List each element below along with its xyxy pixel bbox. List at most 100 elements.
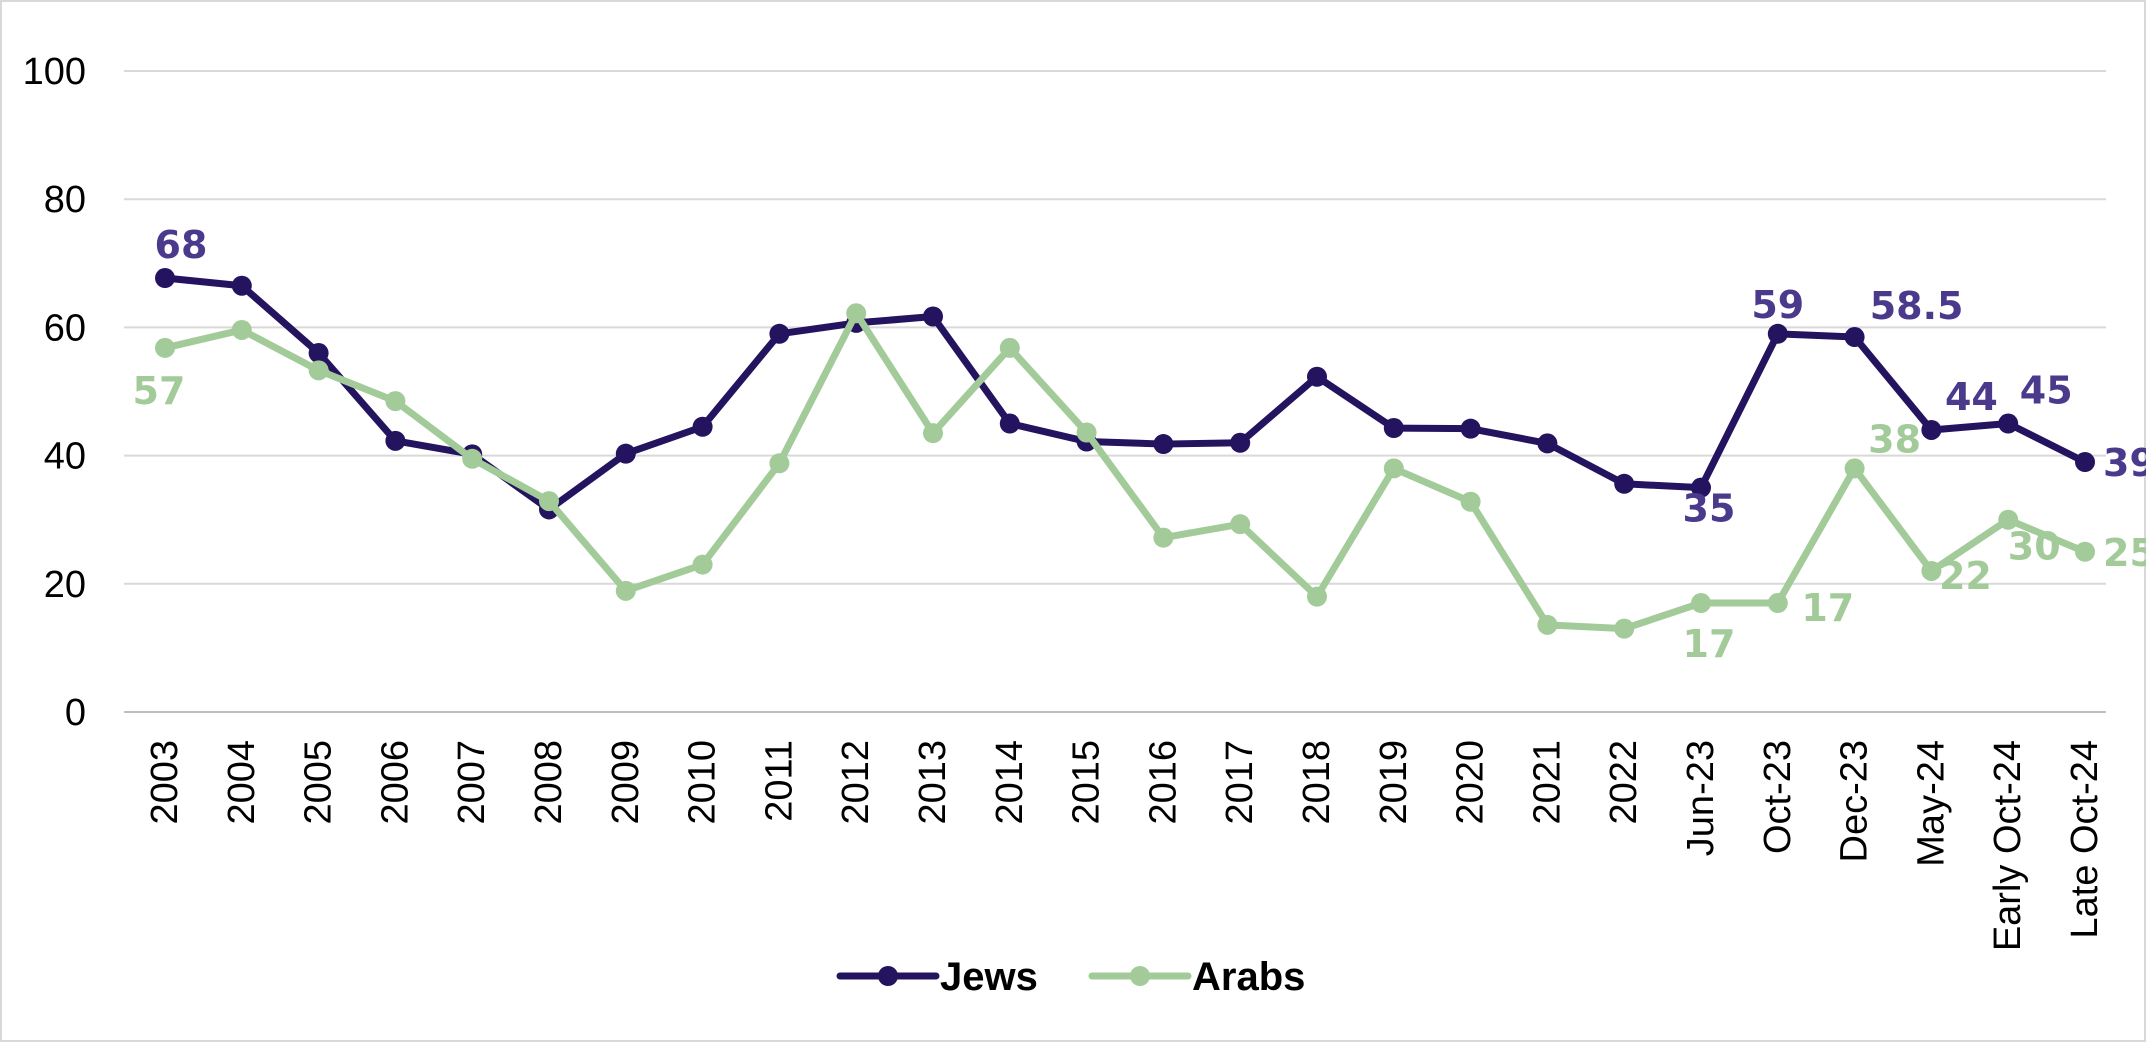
x-tick-label-2011: 2011: [758, 740, 800, 822]
x-tick-label-2006: 2006: [374, 740, 416, 825]
gridlines: [124, 70, 2106, 713]
point-arabs-may-24: [1921, 560, 1942, 581]
x-tick-label-2003: 2003: [144, 740, 186, 825]
point-arabs-2014: [999, 337, 1020, 358]
data-label-jews-dec-23: 58.5: [1870, 284, 1964, 328]
point-jews-2021: [1537, 433, 1558, 454]
data-label-arabs-oct-23: 17: [1801, 586, 1854, 630]
series-lines: [155, 268, 2095, 639]
point-arabs-2006: [385, 391, 406, 412]
point-jews-oct-23: [1767, 323, 1788, 344]
point-jews-2004: [231, 275, 252, 296]
y-tick-label-80: 80: [44, 179, 86, 221]
legend-item-arabs: Arabs: [1088, 955, 1305, 999]
y-tick-label-40: 40: [44, 436, 86, 478]
point-jews-2022: [1614, 473, 1635, 494]
x-tick-label-2019: 2019: [1373, 740, 1415, 825]
point-arabs-2018: [1307, 586, 1327, 607]
x-tick-label-2010: 2010: [682, 740, 724, 825]
point-jews-dec-23: [1844, 327, 1865, 348]
point-arabs-2010: [692, 554, 713, 575]
point-jews-jun-23: [1691, 477, 1711, 498]
data-label-jews-2003: 68: [155, 223, 208, 267]
x-tick-label-late-oct-24: Late Oct-24: [2064, 740, 2106, 939]
point-arabs-2005: [308, 360, 329, 381]
point-jews-2014: [999, 413, 1020, 434]
point-arabs-late-oct-24: [2075, 541, 2095, 562]
point-arabs-2017: [1230, 514, 1251, 535]
x-tick-label-2007: 2007: [451, 740, 493, 825]
x-axis-tick-labels: 2003 2004 2005 2006 2007 2008 2009 2010 2011 2012…: [144, 740, 2106, 951]
data-label-arabs-2003: 57: [133, 369, 186, 413]
x-tick-label-2018: 2018: [1296, 740, 1338, 825]
point-jews-2010: [692, 416, 713, 437]
point-arabs-2022: [1614, 618, 1635, 639]
y-tick-label-20: 20: [44, 564, 86, 606]
point-arabs-2004: [231, 319, 252, 340]
point-jews-2003: [155, 268, 175, 289]
data-label-jews-oct-23: 59: [1751, 283, 1804, 327]
data-label-arabs-late-oct-24: 25: [2103, 531, 2146, 575]
x-tick-label-2009: 2009: [605, 740, 647, 825]
data-label-jews-jun-23: 35: [1683, 487, 1736, 531]
x-tick-label-2004: 2004: [221, 740, 263, 825]
legend-label-arabs: Arabs: [1192, 955, 1305, 999]
point-jews-2016: [1153, 434, 1174, 455]
data-label-arabs-dec-23: 38: [1868, 417, 1921, 461]
legend-marker-arabs: [1130, 966, 1150, 986]
point-jews-late-oct-24: [2075, 452, 2095, 473]
y-tick-label-0: 0: [65, 692, 86, 734]
data-label-jews-late-oct-24: 39: [2103, 441, 2146, 485]
point-jews-2011: [769, 323, 790, 344]
point-arabs-2011: [769, 453, 790, 474]
x-tick-label-2017: 2017: [1219, 740, 1261, 825]
point-arabs-2003: [155, 337, 175, 358]
point-arabs-oct-23: [1767, 593, 1788, 614]
x-tick-label-2022: 2022: [1603, 740, 1645, 825]
point-arabs-dec-23: [1844, 458, 1865, 479]
point-arabs-2012: [846, 303, 867, 324]
data-label-jews-early-oct-24: 45: [2020, 369, 2073, 413]
point-jews-2018: [1307, 366, 1327, 387]
x-tick-label-jun-23: Jun-23: [1680, 740, 1722, 856]
point-jews-2020: [1460, 418, 1481, 439]
legend-label-jews: Jews: [940, 955, 1038, 999]
point-jews-2019: [1383, 418, 1404, 439]
x-tick-label-2016: 2016: [1142, 740, 1184, 825]
x-tick-label-may-24: May-24: [1910, 740, 1952, 867]
x-tick-label-oct-23: Oct-23: [1757, 740, 1799, 854]
x-tick-label-early-oct-24: Early Oct-24: [1987, 740, 2029, 951]
point-jews-2013: [923, 306, 943, 327]
y-tick-label-60: 60: [44, 307, 86, 349]
point-jews-2017: [1230, 432, 1251, 453]
legend-item-jews: Jews: [836, 955, 1038, 999]
x-tick-label-2020: 2020: [1450, 740, 1492, 825]
point-jews-may-24: [1921, 419, 1942, 440]
point-arabs-2019: [1383, 458, 1404, 479]
data-label-jews-may-24: 44: [1945, 375, 1998, 419]
x-tick-label-2021: 2021: [1526, 740, 1568, 825]
series-arabs: [155, 303, 2095, 639]
point-arabs-2008: [539, 491, 559, 512]
point-arabs-2013: [923, 423, 943, 444]
x-tick-label-2012: 2012: [835, 740, 877, 825]
x-tick-label-2013: 2013: [912, 740, 954, 825]
point-arabs-2007: [462, 448, 483, 469]
point-arabs-2016: [1153, 527, 1174, 548]
series-line-arabs: [161, 309, 2089, 633]
point-jews-2005: [308, 343, 329, 364]
data-label-arabs-early-oct-24: 30: [2008, 525, 2061, 569]
point-arabs-jun-23: [1691, 593, 1711, 614]
point-jews-early-oct-24: [1998, 413, 2019, 434]
point-jews-2009: [615, 443, 636, 464]
y-tick-label-100: 100: [23, 51, 86, 93]
y-axis-tick-labels: 0 20 40 60 80 100: [23, 51, 86, 734]
x-tick-label-2015: 2015: [1066, 740, 1108, 825]
point-arabs-2009: [615, 580, 636, 601]
data-labels: 68 35 59 58.5 44 45 39 57 17 17 38 22 30 25: [133, 223, 2146, 666]
point-arabs-2020: [1460, 491, 1481, 512]
point-arabs-early-oct-24: [1998, 509, 2019, 530]
data-label-arabs-may-24: 22: [1939, 554, 1992, 598]
